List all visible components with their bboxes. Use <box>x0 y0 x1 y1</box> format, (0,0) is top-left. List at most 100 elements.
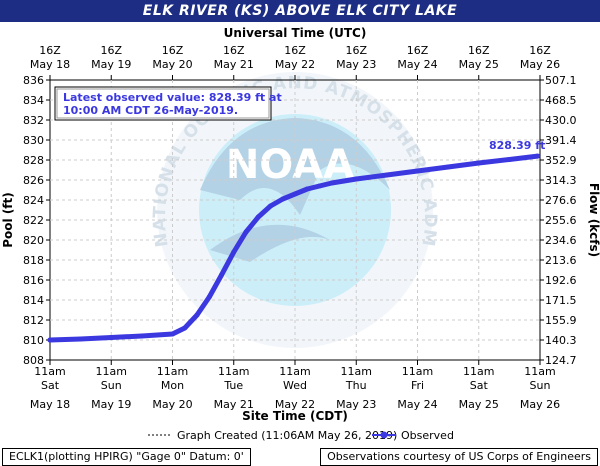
x-tick-label-bottom-time: 11am <box>524 365 555 378</box>
legend: Graph Created (11:06AM May 26, 2019) Obs… <box>148 429 454 442</box>
x-tick-label-bottom-time: 11am <box>279 365 310 378</box>
y-axis-left-title: Pool (ft) <box>1 192 15 248</box>
x-tick-label-top-time: 16Z <box>407 44 429 57</box>
observed-data-point <box>535 153 541 159</box>
x-tick-label-bottom-time: 11am <box>218 365 249 378</box>
x-tick-label-bottom-day: Sat <box>41 379 60 392</box>
annotation-line-2: 10:00 AM CDT 26-May-2019. <box>63 104 238 117</box>
x-tick-label-bottom-time: 11am <box>34 365 65 378</box>
observed-data-point <box>292 191 298 197</box>
x-tick-label-bottom-day: Wed <box>283 379 307 392</box>
x-tick-label-top-date: May 22 <box>275 58 315 71</box>
x-tick-label-top-time: 16Z <box>284 44 306 57</box>
x-tick-label-bottom-time: 11am <box>157 365 188 378</box>
y-tick-label-right: 192.6 <box>545 274 577 287</box>
y-tick-label-right: 352.9 <box>545 154 577 167</box>
observed-data-point <box>317 183 322 189</box>
x-tick-label-bottom-day: Thu <box>345 379 367 392</box>
y-tick-label-left: 822 <box>23 214 44 227</box>
y-tick-label-right: 255.6 <box>545 214 577 227</box>
y-tick-label-left: 820 <box>23 234 44 247</box>
y-tick-label-left: 814 <box>23 294 44 307</box>
x-tick-label-top-date: May 18 <box>30 58 70 71</box>
x-tick-label-bottom-date: May 21 <box>214 398 254 411</box>
x-tick-label-bottom-day: Sun <box>101 379 122 392</box>
x-tick-label-top-time: 16Z <box>100 44 122 57</box>
y-tick-label-left: 808 <box>23 354 44 367</box>
y-tick-label-right: 213.6 <box>545 254 577 267</box>
x-tick-label-bottom-time: 11am <box>463 365 494 378</box>
y-tick-label-left: 836 <box>23 74 44 87</box>
observed-data-point <box>108 335 114 340</box>
observed-data-point <box>280 196 286 202</box>
observed-data-point <box>78 336 84 342</box>
y-tick-label-right: 468.5 <box>545 94 577 107</box>
observed-data-point <box>47 337 53 343</box>
y-tick-label-right: 155.9 <box>545 314 577 327</box>
x-tick-label-bottom-day: Sun <box>530 379 551 392</box>
x-tick-label-bottom-date: May 20 <box>152 398 192 411</box>
x-tick-label-top-time: 16Z <box>162 44 184 57</box>
observed-data-point <box>206 294 212 300</box>
observed-series-points <box>47 153 541 343</box>
observed-data-point <box>194 312 200 318</box>
x-tick-label-top-time: 16Z <box>223 44 245 57</box>
y-tick-label-left: 830 <box>23 134 44 147</box>
y-tick-label-left: 824 <box>23 194 44 207</box>
x-tick-label-top-date: May 26 <box>520 58 560 71</box>
x-tick-label-bottom-time: 11am <box>341 365 372 378</box>
x-tick-label-top-time: 16Z <box>39 44 61 57</box>
observed-data-point <box>329 180 335 186</box>
observed-data-point <box>415 168 420 174</box>
x-tick-label-bottom-day: Mon <box>161 379 184 392</box>
x-tick-label-bottom-day: Tue <box>223 379 243 392</box>
observed-data-point <box>182 325 188 331</box>
observed-data-point <box>139 333 145 339</box>
y-tick-label-right: 276.6 <box>545 194 577 207</box>
y-tick-label-left: 828 <box>23 154 44 167</box>
y-tick-label-right: 430.0 <box>545 114 577 127</box>
x-tick-label-top-time: 16Z <box>345 44 367 57</box>
y-tick-label-left: 826 <box>23 174 44 187</box>
observed-data-point <box>255 214 261 220</box>
y-tick-label-right: 140.3 <box>545 334 577 347</box>
observed-data-point <box>170 331 175 337</box>
x-tick-label-bottom-date: May 22 <box>275 398 315 411</box>
observed-data-point <box>243 229 249 235</box>
x-tick-label-bottom-day: Fri <box>411 379 424 392</box>
observed-data-point <box>506 157 512 162</box>
observed-data-point <box>268 203 273 209</box>
grid <box>50 80 540 360</box>
x-tick-label-top-time: 16Z <box>529 44 551 57</box>
x-tick-label-top-date: May 20 <box>152 58 192 71</box>
y-axis-right-title: Flow (kcfs) <box>587 183 600 257</box>
latest-observation-box: Latest observed value: 828.39 ft at 10:0… <box>54 86 286 121</box>
svg-text:Latest observed value: 828.39: Latest observed value: 828.39 ft at 10:0… <box>63 91 286 117</box>
y-tick-label-left: 818 <box>23 254 44 267</box>
x-tick-label-top-date: May 23 <box>336 58 376 71</box>
y-axis-left: 836 834 832 830 828 826 824 822 820 818 816 814 812 8… <box>23 74 50 367</box>
x-tick-label-bottom-date: May 26 <box>520 398 560 411</box>
x-tick-label-bottom-date: May 25 <box>459 398 499 411</box>
footer-gage-info: ECLK1(plotting HPIRG) "Gage 0" Datum: 0' <box>2 448 251 466</box>
observed-data-point <box>231 249 237 255</box>
noaa-watermark: NOAA NATIONAL OCEANIC AND ATMOSPHERIC AD… <box>0 0 439 348</box>
observed-data-point <box>353 176 359 182</box>
y-tick-label-right: 171.5 <box>545 294 577 307</box>
y-tick-label-left: 812 <box>23 314 44 327</box>
annotation-line-1: Latest observed value: 828.39 ft at <box>63 91 282 104</box>
y-tick-label-right: 391.4 <box>545 134 577 147</box>
x-tick-label-top-date: May 25 <box>459 58 499 71</box>
y-tick-label-left: 832 <box>23 114 44 127</box>
observed-data-point <box>476 160 482 166</box>
footer-credits: Observations courtesy of US Corps of Eng… <box>320 448 598 466</box>
y-tick-label-right: 507.1 <box>545 74 577 87</box>
x-tick-label-bottom-time: 11am <box>402 365 433 378</box>
x-tick-label-bottom-date: May 19 <box>91 398 131 411</box>
x-tick-label-top-date: May 21 <box>214 58 254 71</box>
observed-data-point <box>445 164 451 170</box>
chart-title: ELK RIVER (KS) ABOVE ELK CITY LAKE <box>0 0 600 22</box>
x-tick-label-bottom-date: May 23 <box>336 398 376 411</box>
